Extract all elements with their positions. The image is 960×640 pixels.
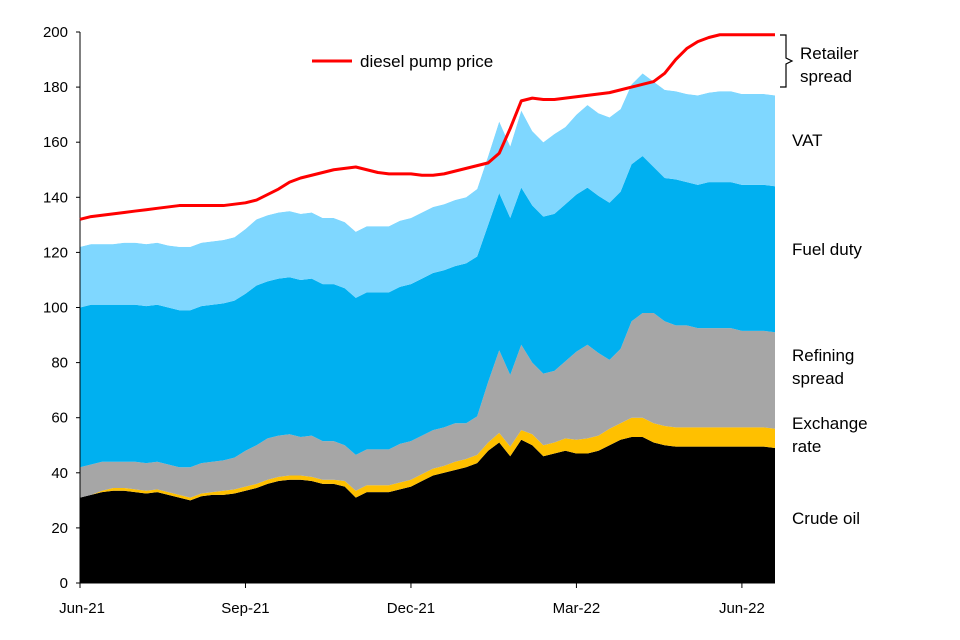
y-tick-label: 120 (43, 244, 68, 261)
area-refining-spread (80, 313, 775, 498)
annotations: Retailer spread VAT Fuel duty Refining s… (792, 44, 872, 528)
annotation-refining-spread-line2: spread (792, 369, 844, 388)
pump-price-series (79, 33, 775, 221)
y-tick-label: 80 (51, 355, 68, 372)
y-tick-label: 0 (60, 575, 68, 592)
x-tick-label: Dec-21 (387, 600, 435, 617)
annotation-refining-spread-line1: Refining (792, 346, 854, 365)
y-tick-label: 140 (43, 189, 68, 206)
area-layers (80, 40, 775, 583)
legend-label: diesel pump price (360, 52, 493, 71)
annotation-retailer-spread-line1: Retailer (800, 44, 859, 63)
y-tick-label: 180 (43, 79, 68, 96)
y-tick-label: 40 (51, 465, 68, 482)
annotation-exchange-rate-line1: Exchange (792, 414, 868, 433)
y-tick-label: 20 (51, 520, 68, 537)
y-ticks: 0 20 40 60 80 100 120 140 160 180 200 (43, 24, 80, 592)
area-retailer-spread (80, 40, 775, 247)
annotation-retailer-spread: Retailer spread (800, 44, 863, 86)
annotation-fuel-duty: Fuel duty (792, 240, 862, 259)
annotation-exchange-rate-line2: rate (792, 437, 821, 456)
area-crude-oil (80, 436, 775, 583)
annotation-refining-spread: Refining spread (792, 346, 859, 388)
y-tick-label: 160 (43, 134, 68, 151)
area-fuel-duty (80, 155, 775, 468)
x-tick-label: Sep-21 (221, 600, 269, 617)
annotation-retailer-spread-line2: spread (800, 67, 852, 86)
area-vat (80, 73, 775, 311)
annotation-vat: VAT (792, 131, 823, 150)
x-ticks: Jun-21 Sep-21 Dec-21 Mar-22 Jun-22 (59, 583, 765, 617)
area-exchange-rate (80, 417, 775, 501)
pump-price-line (79, 33, 775, 221)
annotation-exchange-rate: Exchange rate (792, 414, 872, 456)
y-tick-label: 200 (43, 24, 68, 41)
annotation-crude-oil: Crude oil (792, 509, 860, 528)
legend: diesel pump price (312, 52, 493, 71)
retailer-spread-bracket (780, 34, 794, 88)
y-tick-label: 100 (43, 300, 68, 317)
x-tick-label: Jun-21 (59, 600, 105, 617)
x-tick-label: Mar-22 (553, 600, 601, 617)
y-tick-label: 60 (51, 410, 68, 427)
x-tick-label: Jun-22 (719, 600, 765, 617)
